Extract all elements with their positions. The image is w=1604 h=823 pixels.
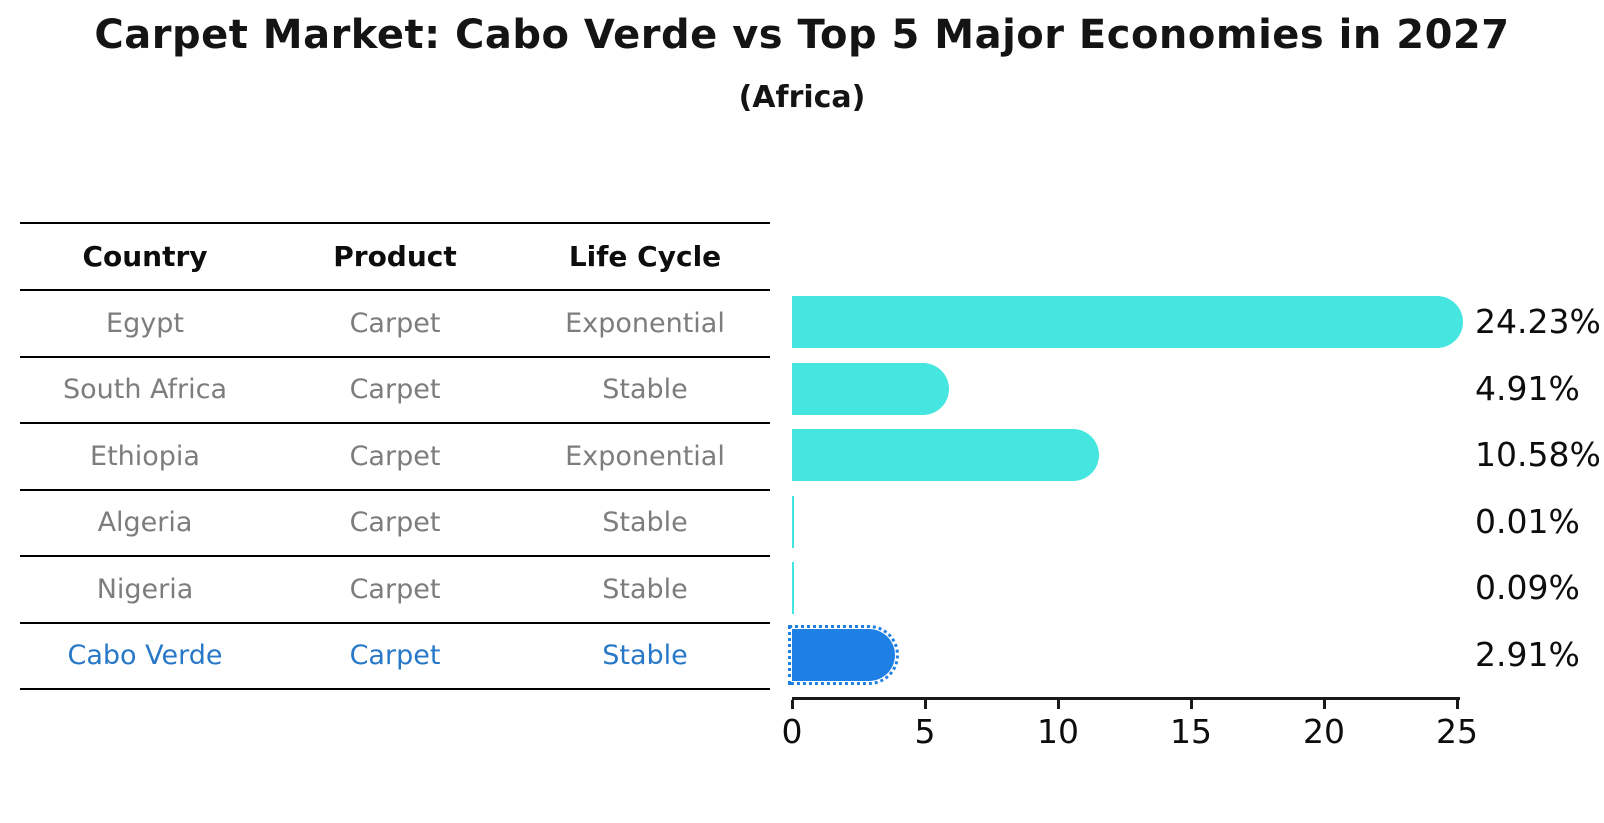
x-axis-tick-label-25: 25 (1436, 712, 1478, 751)
product-cell: Carpet (349, 307, 441, 339)
column-header-country: Country (82, 240, 208, 273)
bar-row-cabo-verde (787, 622, 1592, 689)
x-axis-tick-label-10: 10 (1037, 712, 1079, 751)
bar-algeria (792, 495, 794, 548)
product-cell: Carpet (349, 507, 441, 539)
x-axis-tick-10 (1057, 700, 1060, 709)
bar-ethiopia (792, 429, 1100, 481)
value-label-nigeria: 0.09% (1475, 568, 1580, 607)
bar-cabo-verde (787, 624, 900, 685)
x-axis-tick-15 (1190, 700, 1193, 709)
x-axis-tick-25 (1456, 700, 1459, 709)
bar-row-egypt (792, 289, 1592, 356)
country-cell: South Africa (62, 374, 228, 406)
column-header-life-cycle: Life Cycle (568, 240, 722, 273)
product-cell: Carpet (349, 573, 441, 605)
x-axis-tick-label-0: 0 (781, 712, 803, 751)
table-row-algeria: Algeria Carpet Stable (20, 488, 770, 556)
value-label-algeria: 0.01% (1475, 501, 1580, 541)
country-cell: Nigeria (96, 573, 194, 605)
country-cell: Ethiopia (90, 440, 200, 472)
lifecycle-cell: Stable (602, 374, 688, 406)
x-axis-tick-label-20: 20 (1303, 712, 1345, 751)
bar-south-africa (792, 362, 949, 415)
bar-nigeria (792, 562, 795, 614)
lifecycle-cell: Exponential (565, 307, 725, 339)
table-row-nigeria: Nigeria Carpet Stable (20, 555, 770, 622)
bar-row-south-africa (792, 356, 1592, 423)
table-row-ethiopia: Ethiopia Carpet Exponential (20, 422, 770, 489)
x-axis-line (792, 697, 1460, 700)
value-label-cabo-verde: 2.91% (1475, 634, 1580, 674)
lifecycle-cell: Stable (602, 640, 688, 672)
bar-row-nigeria (792, 555, 1592, 622)
column-header-product: Product (333, 240, 457, 273)
bar-row-ethiopia (792, 422, 1592, 489)
product-cell: Carpet (349, 440, 441, 472)
x-axis-tick-5 (924, 700, 927, 709)
comparison-table: Country Product Life Cycle Egypt Carpet Expo… (20, 222, 770, 690)
table-row-cabo-verde: Cabo Verde Carpet Stable (20, 621, 770, 689)
value-label-south-africa: 4.91% (1475, 368, 1580, 408)
country-cell: Algeria (97, 507, 193, 539)
chart-title: Carpet Market: Cabo Verde vs Top 5 Major… (94, 12, 1510, 58)
x-axis-tick-0 (791, 700, 794, 709)
table-body: Egypt Carpet Exponential South Africa Carpet… (20, 289, 770, 688)
chart-subtitle: (Africa) (738, 80, 866, 115)
plot-area: 24.23% 4.91% 10.58% 0.01% 0.09% 2.91% 0 5 10 15 20… (782, 289, 1601, 769)
x-axis-tick-label-15: 15 (1170, 712, 1212, 751)
table-row-egypt: Egypt Carpet Exponential (20, 289, 770, 356)
lifecycle-cell: Exponential (565, 440, 725, 472)
value-label-ethiopia: 10.58% (1475, 435, 1601, 474)
country-cell: Egypt (106, 307, 184, 339)
bar-row-algeria (792, 489, 1592, 556)
value-label-egypt: 24.23% (1475, 302, 1601, 341)
table-row-south-africa: South Africa Carpet Stable (20, 355, 770, 423)
x-axis-tick-20 (1323, 700, 1326, 709)
lifecycle-cell: Stable (602, 573, 688, 605)
x-axis-tick-label-5: 5 (914, 712, 936, 751)
bar-egypt (792, 296, 1463, 348)
product-cell: Carpet (349, 374, 441, 406)
table-header-row: Country Product Life Cycle (20, 222, 770, 289)
product-cell: Carpet (349, 640, 441, 672)
country-cell: Cabo Verde (67, 640, 223, 672)
lifecycle-cell: Stable (602, 507, 688, 539)
